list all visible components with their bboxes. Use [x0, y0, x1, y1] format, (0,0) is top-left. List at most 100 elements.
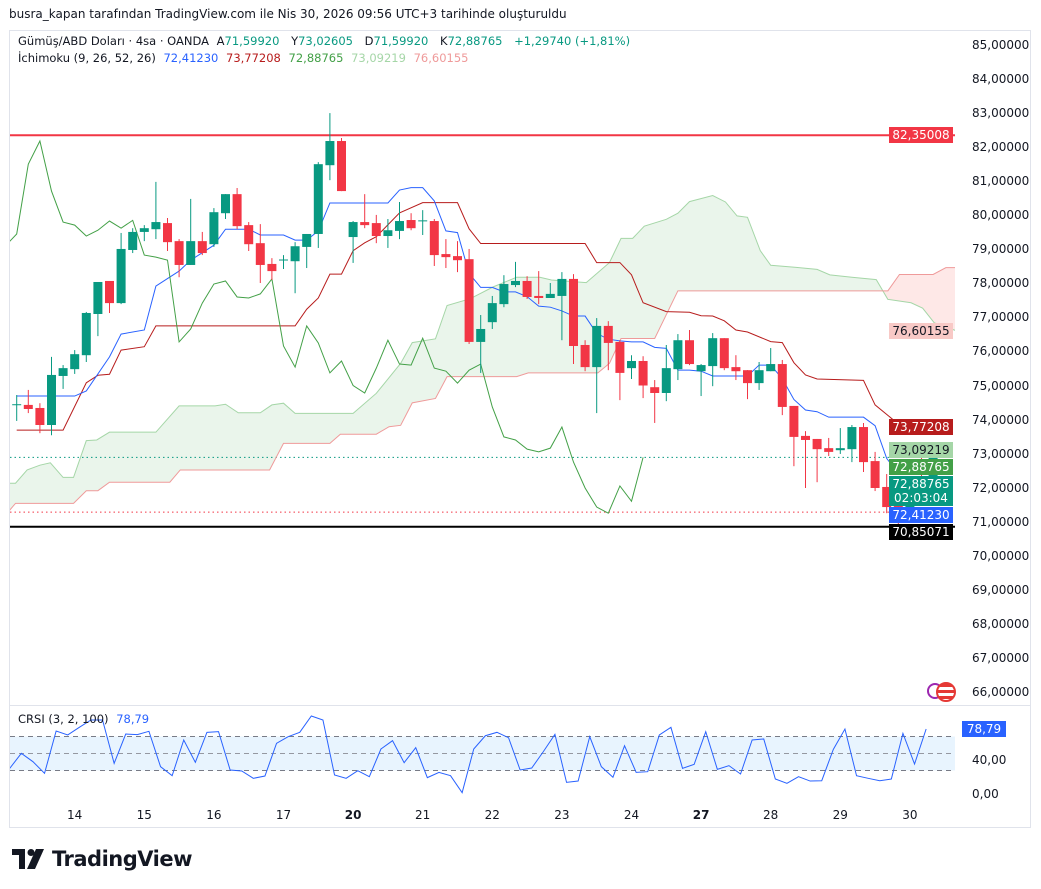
chikou-value: 72,88765 — [288, 51, 344, 65]
bar-countdown: 02:03:04 — [894, 491, 948, 506]
candle-body — [580, 344, 590, 368]
candle-body — [453, 256, 462, 261]
candle-body — [464, 259, 474, 342]
candle-body — [499, 284, 509, 305]
high-label: Y — [291, 34, 299, 48]
candle — [360, 194, 370, 229]
candle — [128, 228, 138, 254]
span-b-value: 76,60155 — [413, 51, 469, 65]
candle-body — [847, 427, 857, 450]
candle — [812, 438, 822, 483]
date-label: 22 — [484, 808, 500, 822]
candle — [232, 188, 242, 230]
kijun-line — [16, 202, 934, 431]
price-axis-label: 69,00000 — [972, 582, 1030, 597]
candle — [545, 283, 555, 298]
candle — [627, 355, 636, 380]
candle-body — [661, 368, 671, 393]
candle-body — [163, 223, 172, 243]
crsi-line — [10, 715, 927, 794]
date-label: 21 — [415, 808, 431, 822]
candle — [383, 218, 393, 248]
candle — [313, 162, 323, 248]
candle — [731, 355, 741, 381]
candle — [661, 344, 671, 402]
candle — [12, 395, 22, 421]
cloud-segment — [883, 267, 955, 331]
price-axis-label: 76,00000 — [972, 344, 1030, 359]
candle — [279, 255, 288, 270]
candle — [859, 422, 868, 472]
candle-body — [151, 222, 161, 230]
candle-body — [638, 360, 648, 386]
price-tag-value: 73,09219 — [892, 443, 950, 458]
open-label: A — [216, 34, 225, 48]
candle-body — [476, 328, 486, 342]
crsi-legend[interactable]: CRSI (3, 2, 100) 78,79 — [18, 712, 149, 727]
candle — [835, 428, 845, 454]
candle-body — [754, 370, 764, 384]
tradingview-logo-icon — [12, 849, 44, 869]
candle-body — [47, 374, 56, 425]
ichimoku-cloud — [10, 195, 955, 510]
candle — [534, 271, 544, 305]
candle-body — [696, 365, 706, 372]
price-axis-label: 75,00000 — [972, 378, 1030, 393]
date-label: 14 — [67, 808, 83, 822]
price-axis-label: 78,00000 — [972, 276, 1030, 291]
tradingview-logo[interactable]: TradingView — [12, 847, 192, 871]
candle-body — [801, 435, 810, 440]
candle-body — [603, 325, 613, 343]
candle — [708, 333, 718, 387]
candle — [255, 224, 265, 284]
candle-body — [58, 368, 68, 376]
candle-body — [35, 407, 45, 425]
candle-body — [719, 338, 729, 369]
candle — [615, 340, 625, 401]
price-axis-label: 81,00000 — [972, 174, 1030, 189]
cloud-segment — [10, 195, 884, 510]
candle — [789, 405, 799, 467]
candle — [766, 348, 776, 372]
candle — [139, 225, 149, 242]
price-tag-value: 72,88765 — [892, 477, 950, 492]
symbol-name[interactable]: Gümüş/ABD Doları · 4sa · OANDA — [18, 34, 210, 48]
candle — [105, 280, 114, 313]
crsi-value: 78,79 — [116, 712, 150, 726]
ichimoku-title[interactable]: İchimoku (9, 26, 52, 26) — [18, 51, 156, 65]
candle-body — [279, 259, 288, 261]
candle — [870, 451, 880, 492]
price-tag-value: 70,85071 — [892, 525, 950, 540]
chart-caption: busra_kapan tarafından TradingView.com i… — [9, 7, 567, 21]
candle — [685, 329, 694, 366]
candle-body — [743, 370, 752, 384]
candle-body — [360, 222, 370, 226]
ichimoku-legend[interactable]: İchimoku (9, 26, 52, 26) 72,41230 73,772… — [18, 51, 472, 66]
candle-body — [12, 404, 22, 406]
candle-body — [406, 220, 416, 229]
price-tag: 82,35008 — [889, 127, 953, 144]
candle-body — [313, 164, 323, 234]
candle-body — [337, 141, 346, 192]
brand-name: TradingView — [52, 847, 192, 871]
candle-body — [383, 230, 393, 237]
candle-body — [81, 312, 91, 356]
symbol-legend[interactable]: Gümüş/ABD Doları · 4sa · OANDA A71,59920… — [18, 34, 634, 49]
candle — [429, 218, 439, 266]
candle — [592, 318, 602, 414]
candle — [673, 334, 683, 381]
low-label: D — [364, 34, 374, 48]
open-value: 71,59920 — [224, 34, 280, 48]
us-flag-icon[interactable] — [936, 682, 956, 702]
pane-separator[interactable] — [10, 705, 1031, 706]
candle — [70, 350, 80, 374]
candle — [337, 137, 346, 192]
candle — [754, 362, 764, 390]
candle — [163, 217, 172, 252]
candle — [441, 239, 451, 269]
price-axis-label: 83,00000 — [972, 106, 1030, 121]
candle-body — [441, 254, 451, 258]
crsi-title[interactable]: CRSI (3, 2, 100) — [18, 712, 109, 726]
candle — [325, 113, 335, 181]
